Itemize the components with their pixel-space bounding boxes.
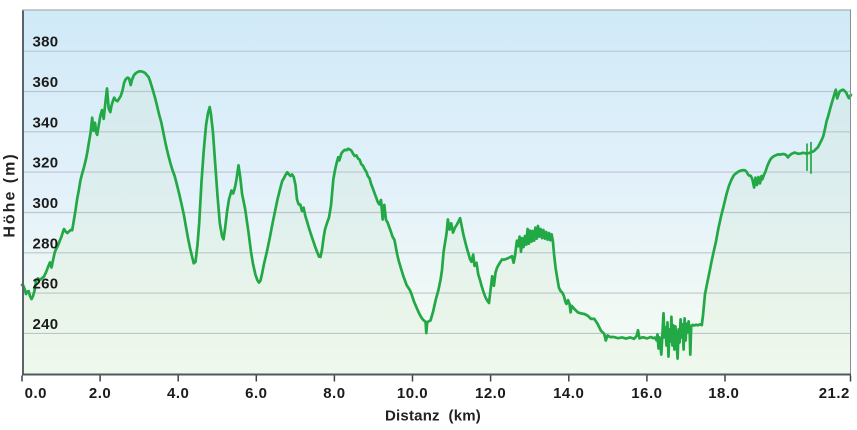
svg-text:320: 320 [33,155,59,172]
svg-text:0.0: 0.0 [25,385,47,402]
svg-text:21.2: 21.2 [819,385,850,402]
svg-text:340: 340 [33,114,59,131]
svg-text:6.0: 6.0 [245,385,267,402]
svg-text:Höhe (m): Höhe (m) [2,152,19,237]
svg-text:4.0: 4.0 [167,385,189,402]
svg-text:8.0: 8.0 [323,385,345,402]
svg-text:280: 280 [33,235,59,252]
svg-text:16.0: 16.0 [631,385,662,402]
svg-text:Distanz (km): Distanz (km) [385,408,481,425]
svg-text:14.0: 14.0 [553,385,584,402]
svg-text:300: 300 [33,195,59,212]
svg-text:240: 240 [33,316,59,333]
svg-text:12.0: 12.0 [475,385,506,402]
svg-text:10.0: 10.0 [397,385,428,402]
svg-text:380: 380 [33,34,59,51]
svg-text:260: 260 [33,276,59,293]
svg-text:18.0: 18.0 [708,385,739,402]
svg-text:2.0: 2.0 [89,385,111,402]
svg-text:360: 360 [33,74,59,91]
